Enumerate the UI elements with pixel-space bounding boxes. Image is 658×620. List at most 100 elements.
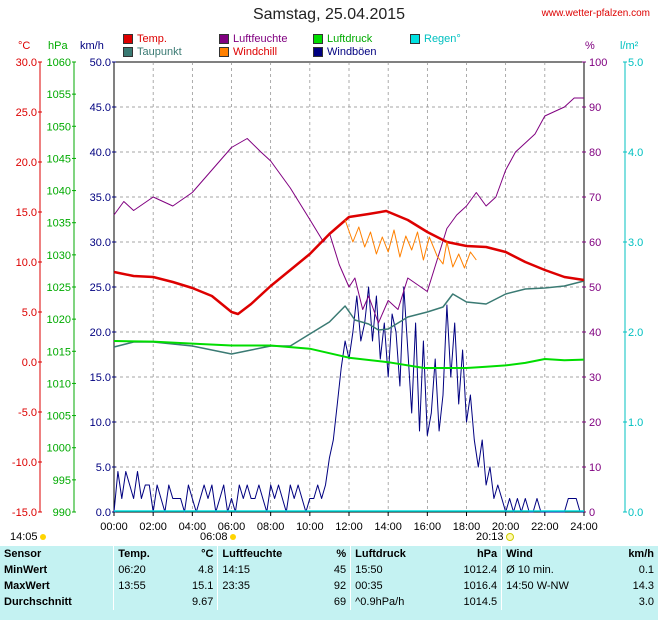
axis-header-humidity: % xyxy=(585,40,595,52)
stats-temp-value: 15.1 xyxy=(191,580,214,592)
legend-rain: Regen° xyxy=(410,33,461,45)
sunrise-marker: 06:08 xyxy=(200,531,236,543)
pressure-tick-label: 1060 xyxy=(47,57,71,69)
stats-temp-value: 4.8 xyxy=(198,564,214,576)
humidity-tick-label: 10 xyxy=(589,462,601,474)
stats-press-time: 15:50 xyxy=(350,562,439,578)
stats-label: MaxWert xyxy=(4,580,50,592)
wind-tick-label: 35.0 xyxy=(90,192,111,204)
legend-swatch-gusts xyxy=(313,47,323,57)
legend-gusts: Windböen xyxy=(313,46,377,58)
legend-label-pressure: Luftdruck xyxy=(327,33,373,45)
pressure-tick-label: 995 xyxy=(53,475,71,487)
rain-tick-label: 4.0 xyxy=(628,147,643,159)
wind-tick-label: 15.0 xyxy=(90,372,111,384)
wind-tick-label: 30.0 xyxy=(90,237,111,249)
pressure-tick-label: 1025 xyxy=(47,282,71,294)
x-tick-label: 12:00 xyxy=(335,521,363,533)
pressure-tick-label: 1045 xyxy=(47,153,71,165)
stats-header-sensor: Sensor xyxy=(4,548,42,560)
rain-tick-label: 1.0 xyxy=(628,417,643,429)
weather-chart: 30.0 25.0 20.0 15.0 10.0 5.0 0.0 -5.0 -10.0 -15.0… xyxy=(12,57,643,533)
stats-row-max: MaxWert 13:55 15.1 23:35 92 00:35 1016.4… xyxy=(0,578,658,594)
stats-press-value: 1016.4 xyxy=(463,580,498,592)
sun-icon xyxy=(39,534,46,541)
stats-hum-value: 45 xyxy=(333,564,347,576)
stats-table: Sensor Temp. °C Luftfeuchte % Luftdruck … xyxy=(0,546,658,610)
stats-wind-value: 3.0 xyxy=(638,596,654,608)
axis-header-wind: km/h xyxy=(80,40,104,52)
sunrise-time: 06:08 xyxy=(200,531,228,543)
axis-header-pressure: hPa xyxy=(48,40,68,52)
legend-temp: Temp. xyxy=(123,33,167,45)
stats-wind-value: 0.1 xyxy=(638,564,654,576)
stats-hum-value: 92 xyxy=(333,580,347,592)
legend-pressure: Luftdruck xyxy=(313,33,372,45)
legend-swatch-pressure xyxy=(313,34,323,44)
x-tick-label: 00:00 xyxy=(100,521,128,533)
series-line-windben xyxy=(113,286,584,513)
legend-dewpoint: Taupunkt xyxy=(123,46,182,58)
stats-panel: Sensor Temp. °C Luftfeuchte % Luftdruck … xyxy=(0,546,658,620)
x-tick-label: 18:00 xyxy=(453,521,481,533)
legend-windchill: Windchill xyxy=(219,46,277,58)
legend-swatch-dewpoint xyxy=(123,47,133,57)
legend-label-dewpoint: Taupunkt xyxy=(137,46,182,58)
wind-tick-label: 5.0 xyxy=(96,462,111,474)
humidity-tick-label: 40 xyxy=(589,327,601,339)
brand-link[interactable]: www.wetter-pfalzen.com xyxy=(541,8,650,19)
stats-press-value: 1014.5 xyxy=(463,596,498,608)
stats-header-press-unit: hPa xyxy=(476,548,498,560)
series-line-taupunkt xyxy=(113,280,585,355)
stats-press-time: ^0.9hPa/h xyxy=(350,594,439,610)
sunset-icon xyxy=(505,533,514,542)
stats-temp-value: 9.67 xyxy=(191,596,214,608)
x-tick-label: 06:00 xyxy=(218,521,246,533)
rain-tick-label: 0.0 xyxy=(628,507,643,519)
stats-row-min: MinWert 06:20 4.8 14:15 45 15:50 1012.4 … xyxy=(0,562,658,578)
temp-tick-label: -10.0 xyxy=(12,457,37,469)
sunset-time: 20:13 xyxy=(476,531,504,543)
pressure-tick-label: 990 xyxy=(53,507,71,519)
sun-day-time: 14:05 xyxy=(10,531,38,543)
stats-wind-time xyxy=(501,594,608,610)
humidity-tick-label: 80 xyxy=(589,147,601,159)
temp-tick-label: -5.0 xyxy=(18,407,37,419)
sunset-marker: 20:13 xyxy=(476,531,514,543)
stats-header-hum-unit: % xyxy=(336,548,347,560)
stats-header-hum: Luftfeuchte xyxy=(217,546,320,562)
stats-hum-value: 69 xyxy=(333,596,347,608)
pressure-tick-label: 1050 xyxy=(47,121,71,133)
x-tick-label: 02:00 xyxy=(139,521,167,533)
humidity-tick-label: 20 xyxy=(589,417,601,429)
stats-press-value: 1012.4 xyxy=(463,564,498,576)
stats-label: MinWert xyxy=(4,564,48,576)
pressure-tick-label: 1015 xyxy=(47,346,71,358)
legend-label-temp: Temp. xyxy=(137,33,167,45)
stats-wind-time: 14:50 W-NW xyxy=(501,578,608,594)
humidity-tick-label: 60 xyxy=(589,237,601,249)
humidity-tick-label: 70 xyxy=(589,192,601,204)
stats-wind-time: Ø 10 min. xyxy=(501,562,608,578)
legend-label-windchill: Windchill xyxy=(233,46,278,58)
humidity-tick-label: 100 xyxy=(589,57,607,69)
series-line-windchill xyxy=(344,219,477,269)
x-tick-label: 08:00 xyxy=(257,521,285,533)
temp-tick-label: 0.0 xyxy=(22,357,37,369)
humidity-tick-label: 90 xyxy=(589,102,601,114)
stats-hum-time: 14:15 xyxy=(217,562,320,578)
pressure-tick-label: 1030 xyxy=(47,250,71,262)
stats-hum-time xyxy=(217,594,320,610)
stats-header-row: Sensor Temp. °C Luftfeuchte % Luftdruck … xyxy=(0,546,658,562)
sunrise-icon xyxy=(229,534,236,541)
stats-header-wind: Wind xyxy=(501,546,608,562)
humidity-tick-label: 0 xyxy=(589,507,595,519)
rain-tick-label: 5.0 xyxy=(628,57,643,69)
temp-tick-label: 30.0 xyxy=(16,57,37,69)
pressure-tick-label: 1035 xyxy=(47,218,71,230)
pressure-tick-label: 1000 xyxy=(47,443,71,455)
legend-humidity: Luftfeuchte xyxy=(219,33,287,45)
stats-header-press: Luftdruck xyxy=(350,546,439,562)
series-line-temp xyxy=(113,209,585,316)
stats-header-temp: Temp. xyxy=(113,546,174,562)
